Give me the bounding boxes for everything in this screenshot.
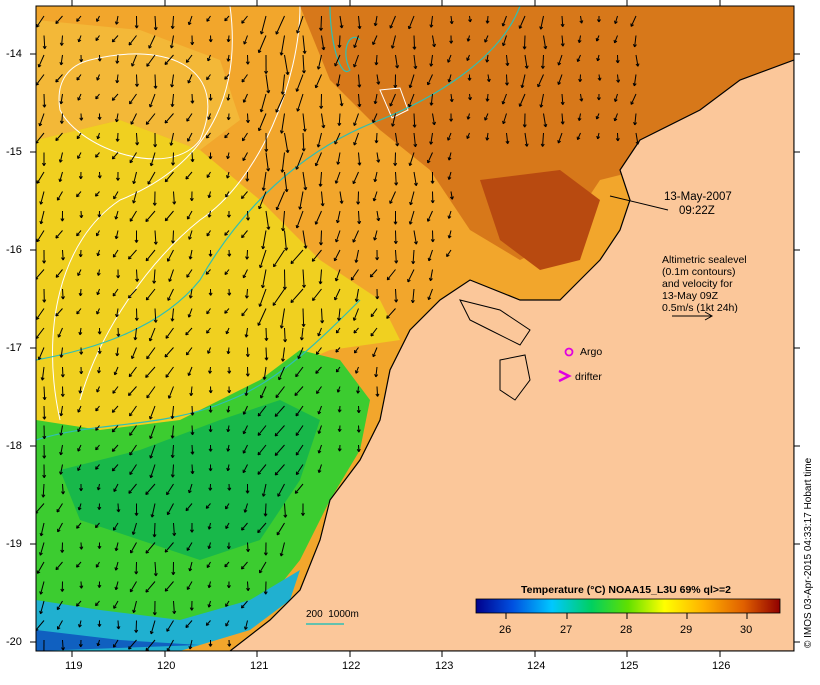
colorbar-tick-label: 26 xyxy=(499,624,511,636)
lat-label: -20 xyxy=(6,636,22,648)
lon-label: 123 xyxy=(435,660,453,672)
timestamp-time: 09:22Z xyxy=(679,205,715,217)
lat-label: -17 xyxy=(6,342,22,354)
legend-line: (0.1m contours) xyxy=(662,266,736,278)
lat-label: -14 xyxy=(6,48,22,60)
drifter-label: drifter xyxy=(575,371,602,383)
lat-label: -18 xyxy=(6,440,22,452)
lon-label: 120 xyxy=(157,660,175,672)
colorbar-tick-label: 28 xyxy=(620,624,632,636)
legend-line: and velocity for xyxy=(662,278,733,290)
legend-line: Altimetric sealevel xyxy=(662,254,747,266)
legend-line: 0.5m/s (1kt 24h) xyxy=(662,302,738,314)
lon-label: 125 xyxy=(620,660,638,672)
lon-label: 122 xyxy=(342,660,360,672)
colorbar-tick-label: 29 xyxy=(680,624,692,636)
credit-text: © IMOS 03-Apr-2015 04:33:17 Hobart time xyxy=(803,458,814,648)
legend-line: 13-May 09Z xyxy=(662,290,718,302)
colorbar-title: Temperature (°C) NOAA15_L3U 69% ql>=2 xyxy=(521,584,731,596)
colorbar-tick-label: 30 xyxy=(740,624,752,636)
lon-label: 124 xyxy=(527,660,545,672)
lon-label: 119 xyxy=(65,660,83,672)
lat-label: -19 xyxy=(6,538,22,550)
lat-label: -16 xyxy=(6,244,22,256)
lat-label: -15 xyxy=(6,146,22,158)
argo-label: Argo xyxy=(580,346,602,358)
colorbar-tick-label: 27 xyxy=(560,624,572,636)
lon-label: 121 xyxy=(250,660,268,672)
colorbar xyxy=(476,599,780,613)
lon-label: 126 xyxy=(712,660,730,672)
timestamp-date: 13-May-2007 xyxy=(664,191,732,203)
bathymetry-label: 200 1000m xyxy=(306,609,359,621)
